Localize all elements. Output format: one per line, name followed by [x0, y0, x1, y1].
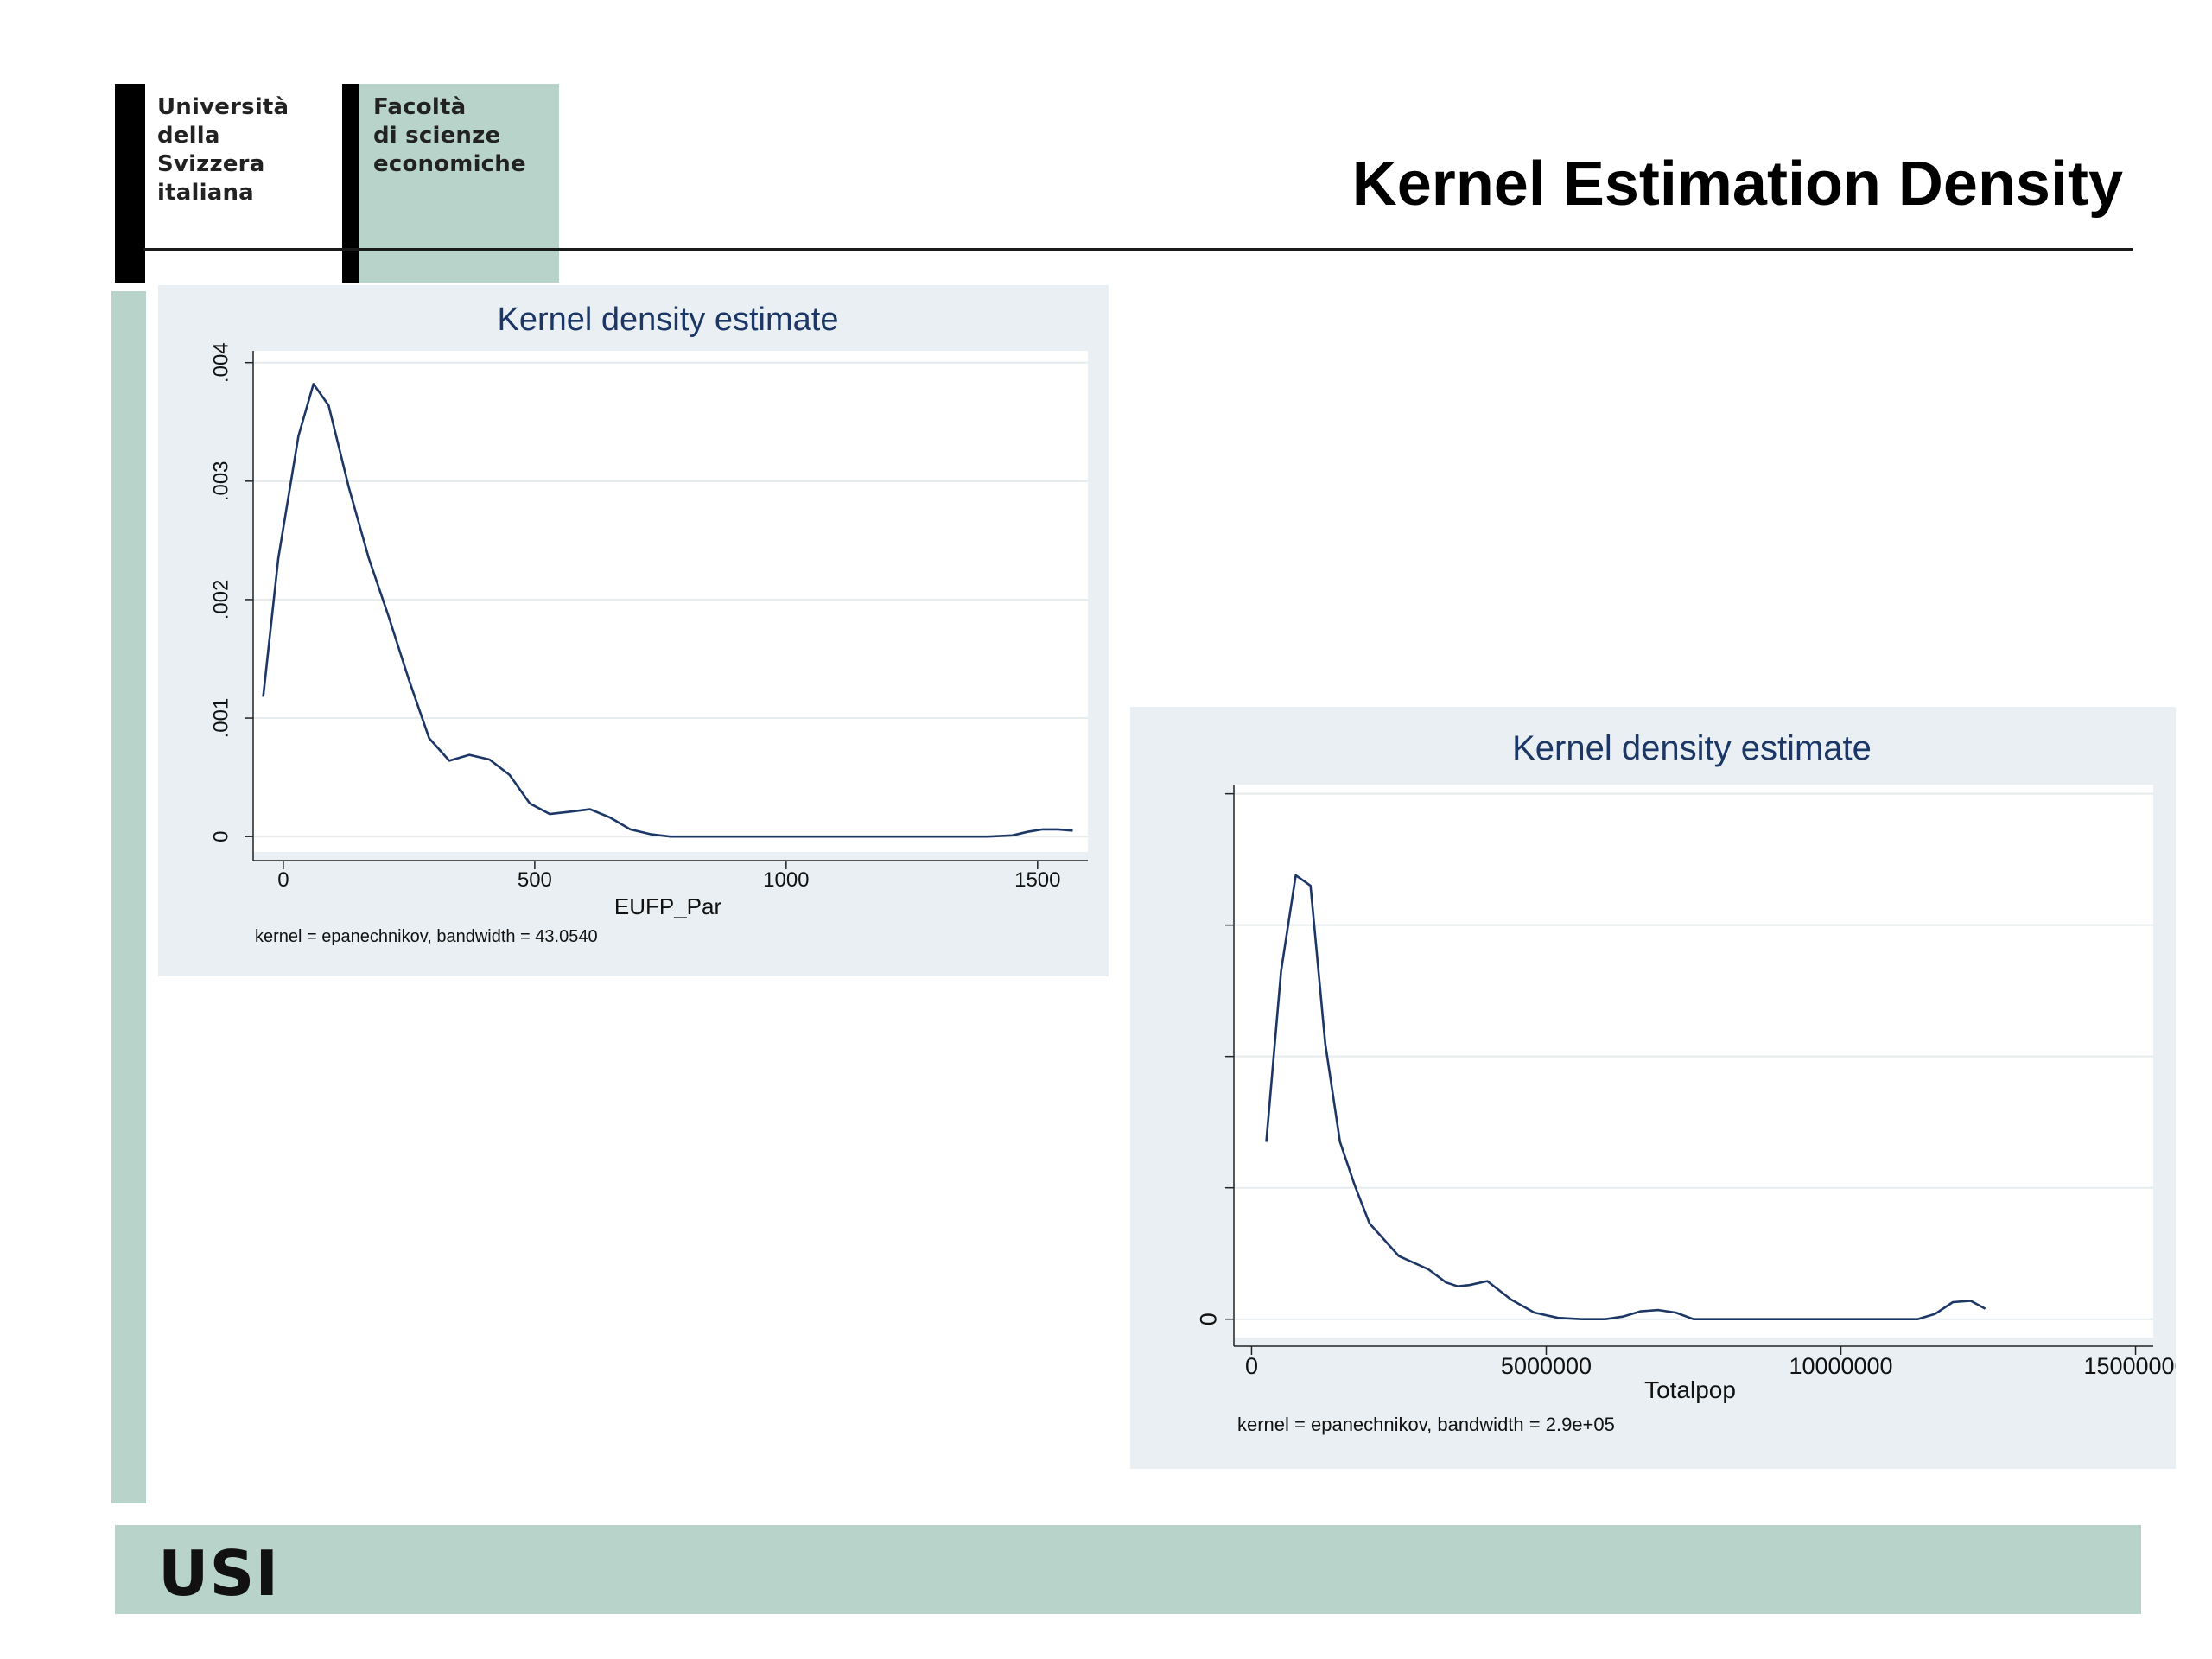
logo-university-text: Università della Svizzera italiana — [157, 93, 289, 207]
x-tick-label: 1500 — [1014, 868, 1060, 892]
density-line — [262, 383, 1073, 838]
x-tick-label: 5000000 — [1501, 1353, 1592, 1379]
kernel-density-chart-totalpop: Kernel density estimate Totalpop kernel … — [1195, 729, 2176, 1435]
logo-university-line: Università — [157, 94, 289, 120]
x-tick-label: 500 — [518, 868, 552, 892]
density-line — [1265, 874, 1986, 1321]
chart-title: Kernel density estimate — [498, 302, 839, 338]
x-axis-label: Totalpop — [1644, 1376, 1736, 1403]
header-rule — [143, 248, 2133, 251]
x-tick-label: 0 — [1245, 1353, 1258, 1379]
y-tick-label: .002 — [209, 580, 232, 620]
kernel-density-chart-eufp: Kernel density estimate EUFP_Par kernel … — [209, 302, 1088, 946]
logo-faculty-line: economiche — [373, 151, 526, 177]
logo-faculty-line: di scienze — [373, 123, 501, 149]
footer-bar: USI — [115, 1525, 2141, 1614]
y-tick-label: 0 — [1195, 1313, 1221, 1325]
chart-panel-eufp: Kernel density estimate EUFP_Par kernel … — [158, 285, 1109, 976]
chart-panel-totalpop: Kernel density estimate Totalpop kernel … — [1130, 707, 2176, 1469]
slide-title: Kernel Estimation Density — [1351, 149, 2123, 219]
logo-faculty-text: Facoltà di scienze economiche — [373, 93, 526, 179]
logo-university-line: italiana — [157, 180, 254, 206]
x-axis-label: EUFP_Par — [614, 893, 722, 919]
plot-area — [1234, 785, 2153, 1338]
kernel-note: kernel = epanechnikov, bandwidth = 2.9e+… — [1237, 1414, 1615, 1435]
y-tick-label: .003 — [209, 461, 232, 501]
chart-title: Kernel density estimate — [1512, 729, 1872, 767]
y-tick-label: .001 — [209, 698, 232, 739]
x-tick-label: 15000000 — [2083, 1353, 2176, 1379]
x-tick-label: 0 — [277, 868, 289, 892]
y-tick-label: 0 — [209, 830, 232, 842]
x-tick-label: 10000000 — [1789, 1353, 1892, 1379]
logo-university-line: della — [157, 123, 220, 149]
logo-university-line: Svizzera — [157, 151, 265, 177]
plot-area — [253, 351, 1088, 852]
kernel-note: kernel = epanechnikov, bandwidth = 43.05… — [255, 927, 598, 946]
x-tick-label: 1000 — [763, 868, 809, 892]
footer-logo-text: USI — [158, 1537, 280, 1610]
logo-bar-left — [115, 84, 145, 283]
logo-bar-middle — [342, 84, 359, 283]
side-accent-bar — [111, 291, 146, 1503]
logo-faculty-line: Facoltà — [373, 94, 467, 120]
y-tick-label: .004 — [209, 342, 232, 383]
